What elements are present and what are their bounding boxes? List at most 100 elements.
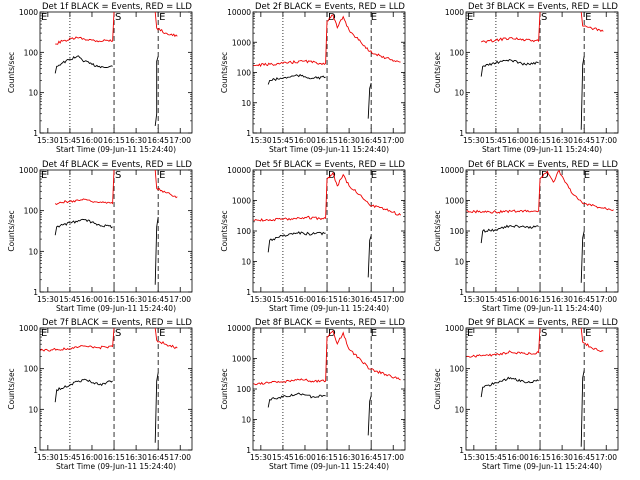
x-tick-label: 16:15 [103, 295, 125, 304]
y-axis-label: Counts/sec [220, 368, 229, 409]
x-axis-label: Start Time (09-Jun-11 15:24:40) [482, 304, 602, 313]
y-tick-label: 1 [459, 288, 464, 297]
event-marker-label: E [371, 328, 377, 339]
y-tick-label: 10 [241, 99, 251, 108]
x-tick-label: 17:00 [595, 136, 617, 145]
x-axis-label: Start Time (09-Jun-11 15:24:40) [269, 462, 389, 471]
event-marker-label: D [328, 170, 336, 181]
events-series-line [54, 218, 113, 236]
lld-series-line [253, 14, 401, 68]
lld-series-line [253, 172, 401, 222]
y-tick-label: 100 [237, 385, 252, 394]
events-series-line [367, 235, 372, 278]
x-tick-label: 15:45 [272, 453, 294, 462]
event-marker-label: E [585, 12, 591, 23]
x-tick-label: 15:45 [59, 295, 81, 304]
events-series-line [154, 216, 159, 285]
events-series-line [267, 73, 326, 85]
x-tick-label: 15:30 [37, 295, 59, 304]
events-series-line [154, 372, 159, 443]
y-tick-label: 10000 [227, 8, 251, 17]
x-tick-label: 16:30 [125, 295, 147, 304]
x-tick-label: 16:45 [360, 136, 382, 145]
panel-title: Det 1f BLACK = Events, RED = LLD [42, 2, 192, 12]
plot-frame [39, 327, 193, 451]
x-tick-label: 17:00 [382, 136, 404, 145]
lld-series-line [154, 170, 178, 199]
y-tick-label: 1 [459, 446, 464, 455]
event-marker-label: S [115, 170, 121, 181]
detector-panel: Det 6f BLACK = Events, RED = LLD 1 10 100 10… [433, 160, 619, 313]
panel-title: Det 2f BLACK = Events, RED = LLD [255, 2, 405, 12]
panel-title: Det 6f BLACK = Events, RED = LLD [468, 160, 618, 170]
y-tick-label: 1 [33, 446, 38, 455]
x-tick-label: 15:45 [59, 136, 81, 145]
x-tick-label: 16:15 [316, 136, 338, 145]
x-tick-label: 16:15 [103, 453, 125, 462]
y-axis-label: Counts/sec [433, 210, 442, 251]
events-series-line [54, 378, 113, 403]
event-marker-label: E [371, 12, 377, 23]
y-axis-label: Counts/sec [7, 368, 16, 409]
x-tick-label: 16:15 [529, 453, 551, 462]
x-tick-label: 15:30 [463, 295, 485, 304]
event-marker-label: E [159, 170, 165, 181]
x-tick-label: 17:00 [382, 453, 404, 462]
y-axis-label: Counts/sec [433, 52, 442, 93]
x-axis-label: Start Time (09-Jun-11 15:24:40) [269, 145, 389, 154]
plot-frame [252, 11, 406, 134]
y-tick-label: 10 [28, 405, 38, 414]
detector-panel: Det 5f BLACK = Events, RED = LLD 1 10 100 10… [220, 160, 406, 313]
x-tick-label: 16:00 [507, 136, 529, 145]
x-tick-label: 17:00 [169, 453, 191, 462]
event-marker-label: E [159, 328, 165, 339]
detector-panel: Det 1f BLACK = Events, RED = LLD 1 10 100 10… [7, 2, 193, 154]
y-tick-label: 100 [24, 48, 39, 57]
x-tick-label: 17:00 [595, 453, 617, 462]
event-marker-label: S [541, 328, 547, 339]
x-axis-label: Start Time (09-Jun-11 15:24:40) [269, 304, 389, 313]
x-tick-label: 16:45 [147, 295, 169, 304]
x-tick-label: 16:45 [147, 136, 169, 145]
event-marker-label: E [467, 12, 473, 23]
x-tick-label: 16:30 [551, 136, 573, 145]
x-tick-label: 16:00 [294, 136, 316, 145]
x-tick-label: 16:30 [338, 295, 360, 304]
y-tick-label: 1 [33, 288, 38, 297]
x-tick-label: 16:45 [573, 136, 595, 145]
lld-series-line [466, 328, 541, 358]
y-axis-label: Counts/sec [220, 210, 229, 251]
events-series-line [267, 392, 326, 408]
x-tick-label: 16:30 [551, 453, 573, 462]
events-series-line [480, 224, 539, 244]
x-tick-label: 17:00 [595, 295, 617, 304]
y-tick-label: 1000 [445, 8, 464, 17]
x-tick-label: 16:30 [338, 453, 360, 462]
events-series-line [580, 370, 585, 447]
x-axis-label: Start Time (09-Jun-11 15:24:40) [482, 145, 602, 154]
x-tick-label: 15:30 [463, 136, 485, 145]
y-tick-label: 10 [454, 89, 464, 98]
events-series-line [580, 230, 585, 283]
event-marker-label: E [584, 170, 590, 181]
lld-series-line [154, 328, 178, 350]
x-tick-label: 15:45 [272, 136, 294, 145]
detector-panel: Det 3f BLACK = Events, RED = LLD 1 10 100 10… [433, 2, 619, 154]
x-axis-label: Start Time (09-Jun-11 15:24:40) [56, 462, 176, 471]
x-tick-label: 16:00 [81, 295, 103, 304]
x-tick-label: 17:00 [382, 295, 404, 304]
event-marker-label: D [328, 328, 336, 339]
x-tick-label: 15:30 [463, 453, 485, 462]
events-series-line [480, 58, 539, 77]
event-marker-label: E [159, 12, 165, 23]
detector-panel: Det 7f BLACK = Events, RED = LLD 1 10 100 10… [7, 318, 193, 471]
y-tick-label: 10 [28, 247, 38, 256]
event-marker-label: E [371, 170, 377, 181]
x-tick-label: 15:45 [485, 136, 507, 145]
event-marker-label: E [41, 328, 47, 339]
x-tick-label: 16:00 [507, 295, 529, 304]
panel-title: Det 5f BLACK = Events, RED = LLD [255, 160, 405, 170]
lld-series-line [580, 12, 604, 32]
plot-frame [252, 327, 406, 451]
